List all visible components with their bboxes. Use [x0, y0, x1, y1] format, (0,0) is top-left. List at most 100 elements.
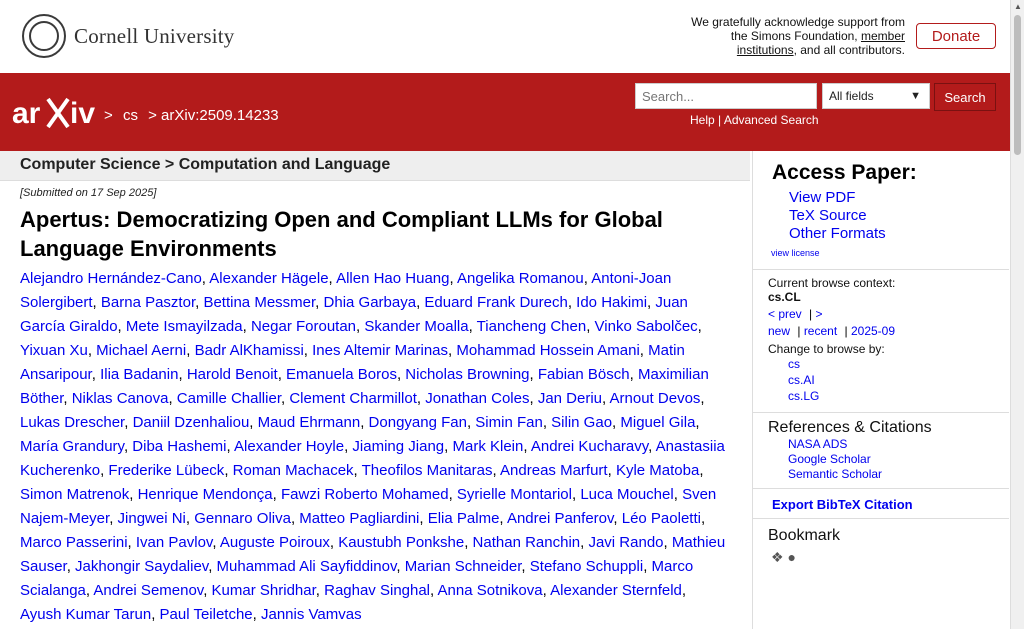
author-link[interactable]: Marian Schneider: [404, 558, 522, 575]
author-link[interactable]: Yixuan Xu: [20, 342, 88, 359]
author-link[interactable]: Mete Ismayilzada: [125, 318, 243, 335]
author-link[interactable]: Nicholas Browning: [405, 366, 530, 383]
author-link[interactable]: Tiancheng Chen: [476, 318, 587, 335]
author-link[interactable]: Andrei Panferov: [506, 510, 614, 527]
author-link[interactable]: Matteo Pagliardini: [299, 510, 420, 527]
author-link[interactable]: Alejandro Hernández-Cano: [20, 270, 202, 287]
author-link[interactable]: Kaustubh Ponkshe: [338, 534, 465, 551]
author-link[interactable]: Emanuela Boros: [286, 366, 397, 383]
author-link[interactable]: Kumar Shridhar: [211, 582, 316, 599]
author-link[interactable]: Luca Mouchel: [580, 486, 674, 503]
author-link[interactable]: Fawzi Roberto Mohamed: [281, 486, 449, 503]
author-link[interactable]: Eduard Frank Durech: [424, 294, 568, 311]
author-link[interactable]: Ilia Badanin: [100, 366, 179, 383]
author-link[interactable]: Syrielle Montariol: [456, 486, 572, 503]
author-link[interactable]: Angelika Romanou: [457, 270, 584, 287]
next-link[interactable]: >: [815, 307, 823, 321]
author-link[interactable]: Ayush Kumar Tarun: [20, 606, 152, 623]
author-link[interactable]: Ido Hakimi: [576, 294, 648, 311]
author-link[interactable]: Henrique Mendonça: [137, 486, 273, 503]
scroll-up-icon[interactable]: ▲: [1014, 2, 1022, 11]
author-link[interactable]: Arnout Devos: [609, 390, 701, 407]
author-link[interactable]: Anna Sotnikova: [437, 582, 543, 599]
author-link[interactable]: Michael Aerni: [96, 342, 187, 359]
author-link[interactable]: Alexander Hoyle: [234, 438, 345, 455]
author-link[interactable]: Simon Matrenok: [20, 486, 130, 503]
author-link[interactable]: Paul Teiletche: [159, 606, 253, 623]
author-link[interactable]: Ivan Pavlov: [135, 534, 213, 551]
author-link[interactable]: Matin Ansaripour: [20, 342, 685, 383]
author-link[interactable]: Lukas Drescher: [20, 414, 125, 431]
author-link[interactable]: Léo Paoletti: [621, 510, 701, 527]
author-link[interactable]: Roman Machacek: [232, 462, 354, 479]
view-pdf-link[interactable]: View PDF: [789, 189, 856, 206]
search-input[interactable]: [635, 83, 817, 109]
author-link[interactable]: Alexander Sternfeld: [550, 582, 682, 599]
author-link[interactable]: Dongyang Fan: [368, 414, 467, 431]
author-link[interactable]: Silin Gao: [551, 414, 613, 431]
view-license-link[interactable]: view license: [771, 248, 820, 258]
author-link[interactable]: Bettina Messmer: [203, 294, 316, 311]
search-button[interactable]: Search: [934, 83, 996, 111]
author-link[interactable]: Barna Pasztor: [100, 294, 196, 311]
new-link[interactable]: new: [768, 324, 791, 338]
author-link[interactable]: Anastasiia Kucherenko: [20, 438, 725, 479]
category-link-cs-lg[interactable]: cs.LG: [788, 389, 820, 403]
author-link[interactable]: Simin Fan: [475, 414, 543, 431]
author-link[interactable]: Mark Klein: [452, 438, 524, 455]
donate-button[interactable]: Donate: [916, 23, 996, 49]
author-link[interactable]: Fabian Bösch: [537, 366, 630, 383]
author-link[interactable]: Maximilian Böther: [20, 366, 709, 407]
author-link[interactable]: Daniil Dzenhaliou: [132, 414, 250, 431]
author-link[interactable]: Auguste Poiroux: [219, 534, 330, 551]
author-link[interactable]: Gennaro Oliva: [194, 510, 291, 527]
reddit-icon[interactable]: ●: [787, 549, 796, 565]
breadcrumb-cs-link[interactable]: cs: [122, 107, 138, 124]
google-scholar-link[interactable]: Google Scholar: [788, 452, 871, 466]
author-link[interactable]: Dhia Garbaya: [323, 294, 417, 311]
author-link[interactable]: Jingwei Ni: [117, 510, 186, 527]
author-link[interactable]: Allen Hao Huang: [336, 270, 450, 287]
author-link[interactable]: Marco Passerini: [20, 534, 128, 551]
search-field-select[interactable]: All fields ▼: [822, 83, 930, 109]
author-link[interactable]: Muhammad Ali Sayfiddinov: [216, 558, 397, 575]
author-link[interactable]: Ines Altemir Marinas: [312, 342, 449, 359]
prev-link[interactable]: < prev: [768, 307, 802, 321]
other-formats-link[interactable]: Other Formats: [789, 225, 886, 242]
month-link[interactable]: 2025-09: [850, 324, 896, 338]
author-link[interactable]: Antoni-Joan Solergibert: [20, 270, 672, 311]
tex-source-link[interactable]: TeX Source: [789, 207, 867, 224]
author-link[interactable]: Andrei Kucharavy: [530, 438, 649, 455]
author-link[interactable]: Jakhongir Saydaliev: [75, 558, 209, 575]
author-link[interactable]: Negar Foroutan: [250, 318, 357, 335]
author-link[interactable]: Mohammad Hossein Amani: [456, 342, 640, 359]
export-bibtex-link[interactable]: Export BibTeX Citation: [753, 488, 1009, 519]
semantic-scholar-link[interactable]: Semantic Scholar: [788, 467, 883, 481]
cornell-logo[interactable]: Cornell University: [22, 14, 235, 58]
author-link[interactable]: Andreas Marfurt: [500, 462, 608, 479]
author-link[interactable]: Theofilos Manitaras: [361, 462, 493, 479]
author-link[interactable]: Badr AlKhamissi: [194, 342, 304, 359]
advanced-search-link[interactable]: Advanced Search: [723, 113, 819, 127]
author-link[interactable]: Skander Moalla: [364, 318, 469, 335]
author-link[interactable]: Sven Najem-Meyer: [20, 486, 717, 527]
author-link[interactable]: Frederike Lübeck: [108, 462, 225, 479]
author-link[interactable]: Elia Palme: [427, 510, 500, 527]
author-link[interactable]: Jannis Vamvas: [261, 606, 362, 623]
category-link-cs-ai[interactable]: cs.AI: [788, 373, 815, 387]
bibsonomy-icon[interactable]: ❖: [771, 549, 784, 565]
author-link[interactable]: Juan García Giraldo: [20, 294, 688, 335]
author-link[interactable]: Nathan Ranchin: [472, 534, 581, 551]
author-link[interactable]: Vinko Sabolčec: [594, 318, 698, 335]
category-link-cs[interactable]: cs: [788, 357, 800, 371]
author-link[interactable]: Miguel Gila: [620, 414, 696, 431]
nasa-ads-link[interactable]: NASA ADS: [788, 437, 848, 451]
author-link[interactable]: Javi Rando: [588, 534, 664, 551]
author-link[interactable]: Diba Hashemi: [132, 438, 227, 455]
author-link[interactable]: Mathieu Sauser: [20, 534, 726, 575]
author-link[interactable]: Stefano Schuppli: [529, 558, 644, 575]
author-link[interactable]: Jonathan Coles: [425, 390, 530, 407]
recent-link[interactable]: recent: [803, 324, 838, 338]
member-institutions-link[interactable]: member institutions: [736, 29, 905, 57]
author-link[interactable]: Jiaming Jiang: [352, 438, 445, 455]
